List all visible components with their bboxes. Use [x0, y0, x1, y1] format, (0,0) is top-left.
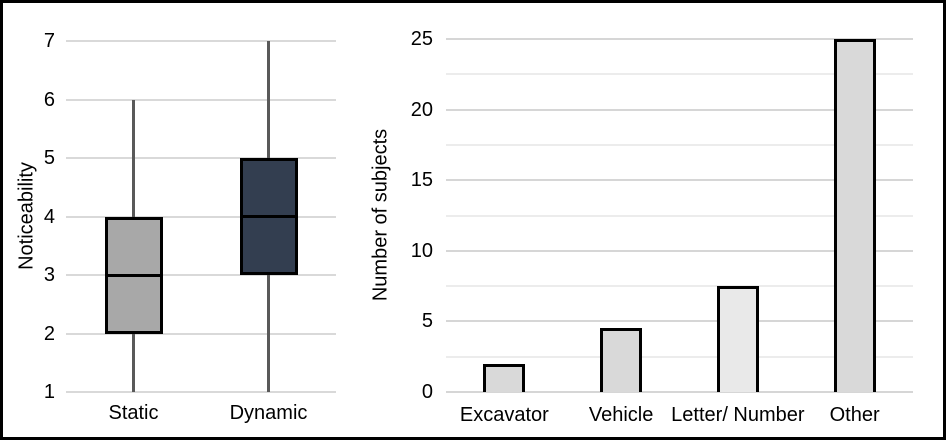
barchart-major-gridline [446, 38, 913, 40]
barchart-y-tick-label: 10 [410, 239, 433, 262]
boxplot-y-tick-label: 5 [43, 147, 55, 169]
barchart-panel: Number of subjects 0 5 10 15 20 25 Excavator Ve… [349, 3, 943, 437]
boxplot-gridline [66, 40, 336, 42]
barchart-minor-gridline [446, 355, 913, 358]
bar-other [833, 39, 876, 392]
boxplot-y-tick-label: 7 [43, 30, 55, 52]
barchart-category-label: Other [829, 404, 880, 426]
barchart-major-gridline [446, 391, 913, 393]
barchart-minor-gridline [446, 285, 913, 288]
barchart-major-gridline [446, 320, 913, 323]
boxplot-gridline [66, 157, 336, 159]
barchart-minor-gridline [446, 214, 913, 217]
barchart-y-tick-label: 20 [410, 98, 433, 121]
boxplot-median-line [239, 215, 298, 218]
boxplot-y-tick-label: 1 [43, 381, 55, 403]
barchart-y-tick-label: 0 [421, 381, 433, 403]
barchart-category-label: Excavator [459, 404, 549, 426]
boxplot-y-tick-label: 6 [43, 88, 55, 111]
boxplot-y-tick-label: 2 [43, 322, 55, 345]
barchart-major-gridline [446, 179, 913, 182]
boxplot-median-line [104, 273, 163, 277]
boxplot-gridline [66, 332, 336, 335]
boxplot-gridline [66, 215, 336, 218]
boxplot-panel: Noticeability 1 2 3 4 5 6 7 Static Dynamic [3, 3, 349, 437]
bar-letter-number [716, 286, 759, 392]
boxplot-category-label: Static [108, 402, 159, 424]
barchart-y-tick-label: 25 [410, 28, 433, 50]
barchart-major-gridline [446, 108, 913, 111]
boxplot-gridline [66, 98, 336, 101]
bar-excavator [483, 363, 526, 392]
barchart-major-gridline [446, 249, 913, 252]
boxplot-y-tick-label: 4 [43, 205, 55, 228]
boxplot-category-label: Dynamic [229, 402, 308, 424]
barchart-minor-gridline [446, 73, 913, 76]
boxplot-gridline [66, 274, 336, 276]
boxplot-y-tick-label: 3 [43, 264, 55, 286]
barchart-minor-gridline [446, 143, 913, 146]
barchart-y-tick-label: 15 [410, 169, 433, 192]
barchart-category-label: Vehicle [588, 404, 654, 426]
barchart-y-tick-label: 5 [421, 310, 433, 333]
barchart-category-label: Letter/ Number [671, 404, 805, 426]
boxplot-gridline [66, 391, 336, 393]
barchart-y-axis-title: Number of subjects [369, 128, 392, 302]
bar-vehicle [600, 328, 643, 392]
